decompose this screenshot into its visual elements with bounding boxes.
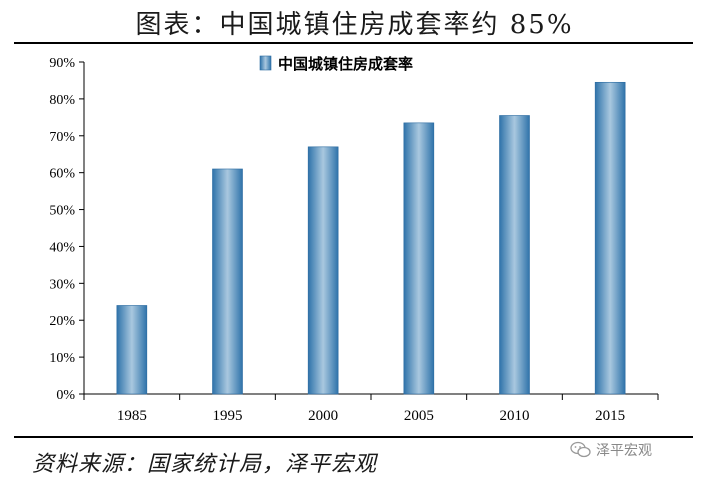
y-tick-label: 10% [49, 351, 75, 366]
legend: 中国城镇住房成套率 [259, 55, 413, 73]
y-tick-label: 60% [49, 167, 75, 182]
bar [499, 115, 530, 395]
watermark: 泽平宏观 [570, 440, 652, 460]
y-tick-label: 80% [49, 93, 75, 108]
x-tick-label: 2015 [595, 408, 625, 424]
bar [594, 81, 626, 395]
x-tick-label: 1995 [213, 408, 243, 424]
x-tick-label: 2010 [500, 408, 530, 424]
source-note: 资料来源：国家统计局，泽平宏观 [32, 452, 378, 477]
y-tick-label: 70% [49, 130, 75, 145]
bar [212, 168, 243, 395]
footer-rule [14, 436, 693, 438]
x-tick-label: 1985 [117, 408, 147, 424]
legend-swatch [259, 55, 272, 71]
bar [403, 122, 435, 395]
title-rule [14, 42, 693, 44]
legend-label: 中国城镇住房成套率 [278, 55, 413, 73]
wechat-icon [570, 441, 591, 458]
axes: 0% 10% 20% 30% 40% 50% 60% 70% 80% 90% 1985 1995 200… [49, 56, 659, 424]
y-tick-label: 30% [49, 277, 75, 292]
y-tick-label: 0% [56, 388, 75, 403]
y-tick-label: 20% [49, 314, 75, 329]
watermark-text: 泽平宏观 [596, 443, 652, 459]
y-tick-label: 50% [49, 204, 75, 219]
bar [116, 305, 148, 395]
bars [116, 81, 626, 395]
x-tick-label: 2000 [308, 408, 338, 424]
x-tick-label: 2005 [404, 408, 434, 424]
chart-title: 图表：中国城镇住房成套率约 85% [135, 10, 574, 40]
y-tick-label: 90% [49, 56, 75, 71]
bar [307, 146, 339, 395]
y-tick-label: 40% [49, 240, 75, 255]
